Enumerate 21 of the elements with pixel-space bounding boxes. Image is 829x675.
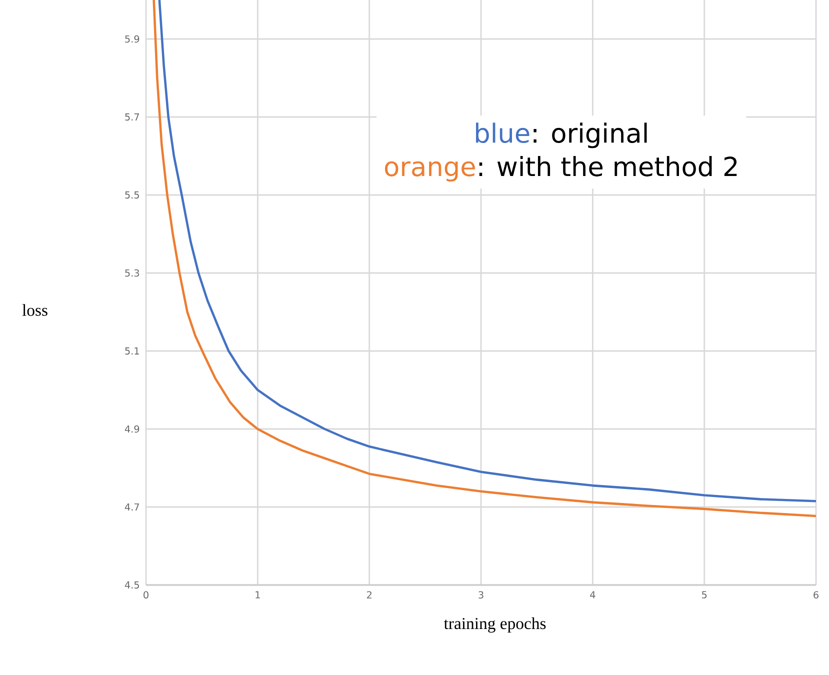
x-axis-title: training epochs	[444, 617, 546, 633]
y-tick-label: 4.9	[124, 425, 140, 433]
annotation: : original	[534, 122, 647, 148]
y-tick-label: 5.7	[125, 113, 139, 121]
y-axis-title: loss	[22, 304, 48, 316]
x-tick-label: 2	[366, 591, 372, 598]
y-tick-label: 4.7	[124, 503, 139, 511]
y-tick-label: 4.5	[124, 581, 139, 589]
x-tick-label: 0	[144, 591, 148, 599]
annotation: : with the method 2	[479, 156, 737, 176]
y-tick-label: 5.3	[125, 269, 140, 277]
text: blue	[476, 122, 530, 144]
x-tick-label: 1	[256, 591, 260, 598]
y-tick-label: 5.1	[125, 347, 139, 355]
y-tick-label: 5.9	[125, 35, 140, 43]
x-tick-label: 4	[590, 591, 596, 598]
y-tick-label: 5.5	[125, 191, 139, 199]
x-tick-label: 5	[702, 591, 707, 598]
x-tick-label: 6	[814, 591, 818, 599]
text: orange	[385, 161, 475, 182]
x-tick-label: 3	[478, 591, 484, 599]
